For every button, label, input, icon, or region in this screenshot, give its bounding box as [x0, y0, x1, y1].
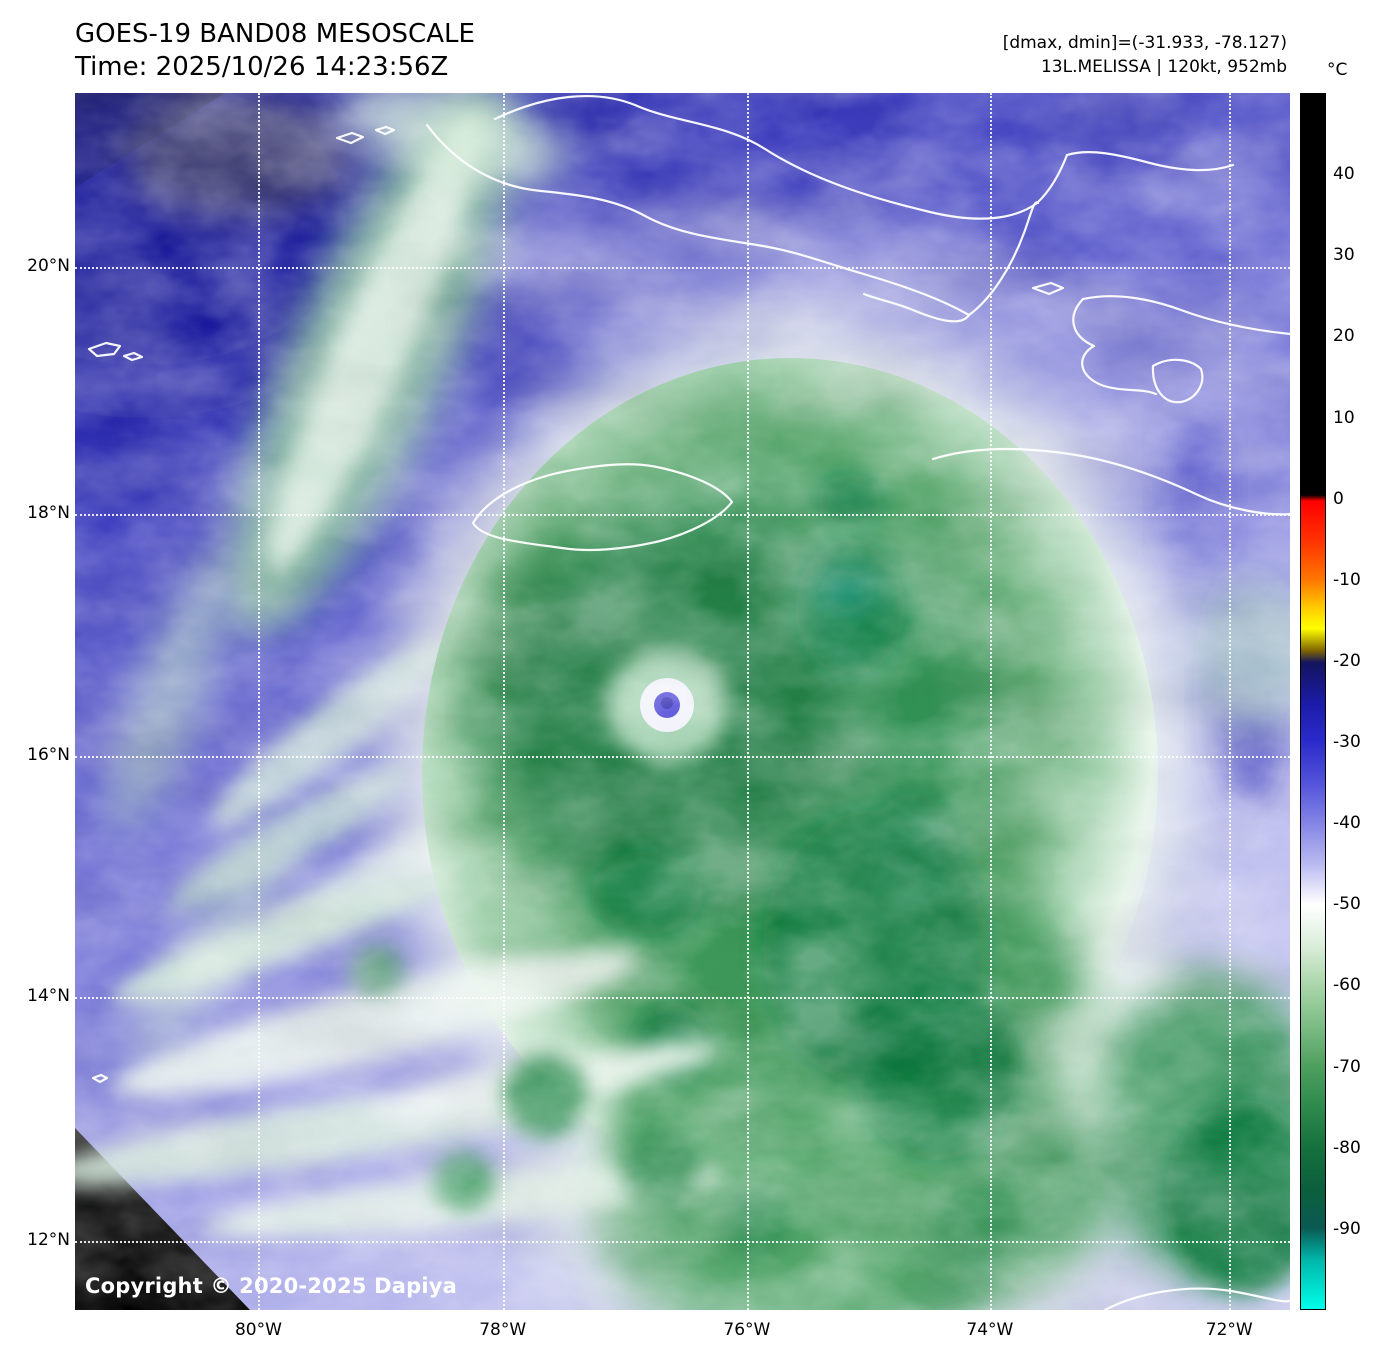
colorbar-unit-label: °C: [1327, 60, 1348, 80]
storm-info: 13L.MELISSA | 120kt, 952mb: [1040, 56, 1287, 77]
lat-gridline: [75, 267, 1290, 270]
colorbar-tick-label: 20: [1333, 326, 1355, 347]
lon-tick-label: 78°W: [479, 1320, 527, 1340]
dmax-dmin-readout: [dmax, dmin]=(-31.933, -78.127): [1002, 33, 1287, 53]
lon-gridline: [989, 93, 992, 1310]
lat-gridline: [75, 756, 1290, 759]
colorbar-tick-label: -50: [1333, 894, 1361, 915]
lat-tick-label: 20°N: [27, 256, 70, 277]
lon-gridline: [746, 93, 749, 1310]
lat-tick-label: 12°N: [27, 1229, 70, 1250]
colorbar-tick-label: 30: [1333, 245, 1355, 266]
colorbar-tick-label: -30: [1333, 732, 1361, 753]
colorbar: [1300, 93, 1326, 1310]
header-left: GOES-19 BAND08 MESOSCALE Time: 2025/10/2…: [75, 18, 475, 85]
lon-tick-label: 74°W: [966, 1320, 1014, 1340]
lat-tick-label: 14°N: [27, 986, 70, 1007]
colorbar-tick-label: 10: [1333, 407, 1355, 428]
lat-gridline: [75, 514, 1290, 517]
plot-area: Copyright © 2020-2025 Dapiya: [75, 93, 1290, 1310]
product-time: Time: 2025/10/26 14:23:56Z: [75, 52, 449, 83]
lon-gridline: [1229, 93, 1232, 1310]
lon-gridline: [258, 93, 261, 1310]
lon-tick-label: 72°W: [1205, 1320, 1253, 1340]
colorbar-tick-label: -70: [1333, 1056, 1361, 1077]
lon-gridline: [502, 93, 505, 1310]
colorbar-tick-label: -10: [1333, 569, 1361, 590]
lat-gridline: [75, 997, 1290, 1000]
colorbar-tick-label: -20: [1333, 650, 1361, 671]
lat-gridline: [75, 1240, 1290, 1243]
lon-tick-label: 80°W: [234, 1320, 282, 1340]
header-right: [dmax, dmin]=(-31.933, -78.127) 13L.MELI…: [1003, 32, 1287, 80]
lon-tick-label: 76°W: [723, 1320, 771, 1340]
colorbar-tick-label: 40: [1333, 164, 1355, 185]
satellite-image: [75, 93, 1290, 1310]
lat-tick-label: 18°N: [27, 503, 70, 524]
coastlines: [87, 94, 1290, 1310]
copyright-watermark: Copyright © 2020-2025 Dapiya: [85, 1274, 457, 1298]
colorbar-tick-label: -90: [1333, 1218, 1361, 1239]
colorbar-tick-label: -60: [1333, 975, 1361, 996]
colorbar-tick-label: 0: [1333, 488, 1344, 509]
colorbar-tick-label: -80: [1333, 1137, 1361, 1158]
colorbar-tick-label: -40: [1333, 813, 1361, 834]
product-title: GOES-19 BAND08 MESOSCALE: [75, 19, 475, 49]
lat-tick-label: 16°N: [27, 745, 70, 766]
